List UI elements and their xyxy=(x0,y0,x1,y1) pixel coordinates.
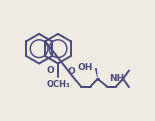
Text: O: O xyxy=(67,67,75,76)
Polygon shape xyxy=(95,68,98,79)
Text: NH: NH xyxy=(109,74,124,83)
Text: O: O xyxy=(47,66,54,75)
Text: OH: OH xyxy=(78,63,93,72)
Text: OCH₃: OCH₃ xyxy=(46,80,70,89)
